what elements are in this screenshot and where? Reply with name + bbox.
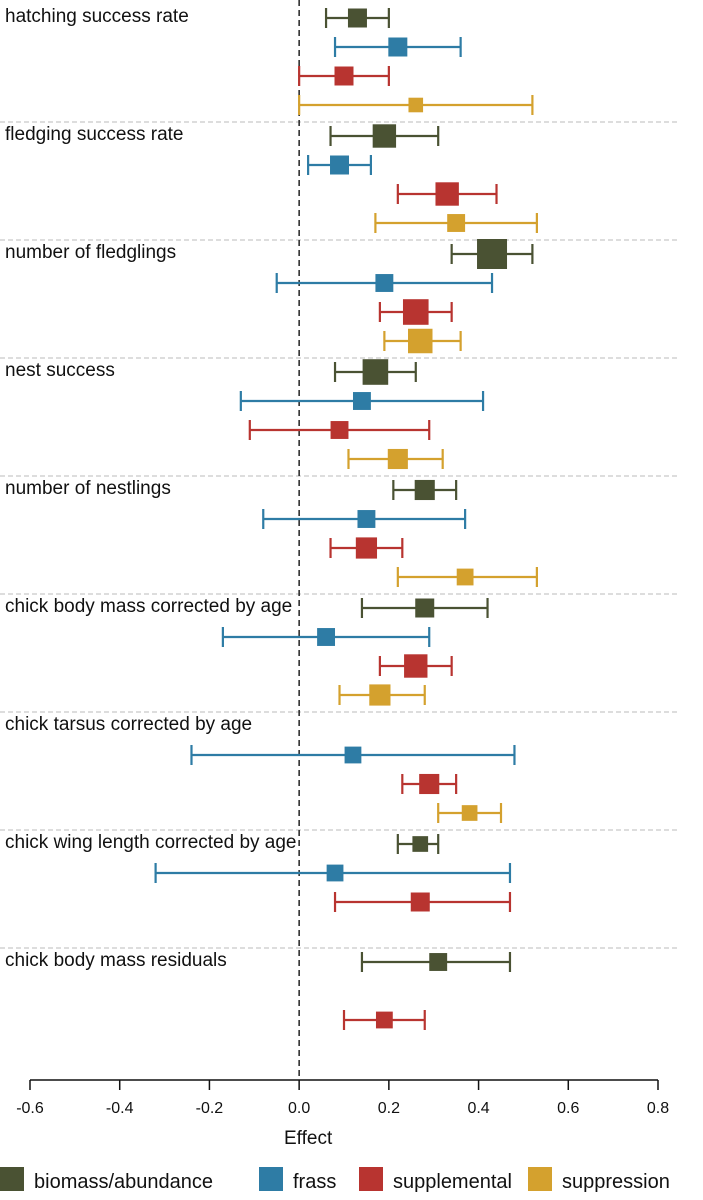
legend-swatch (359, 1167, 383, 1191)
estimate-suppression (374, 213, 538, 233)
x-tick-label: -0.2 (196, 1100, 224, 1117)
estimate-frass (307, 155, 373, 175)
point-estimate (375, 1011, 393, 1029)
group-label: chick tarsus corrected by age (5, 714, 252, 735)
estimate-supplemental (342, 1010, 426, 1030)
x-tick-label: -0.6 (16, 1100, 44, 1117)
group-label: number of nestlings (5, 478, 171, 499)
estimate-supplemental (248, 420, 431, 440)
point-estimate (344, 746, 362, 764)
estimate-supplemental (378, 299, 453, 325)
group-label: hatching success rate (5, 6, 189, 27)
legend-label: biomass/abundance (34, 1171, 213, 1193)
legend: biomass/abundance frass supplemental suppre… (0, 1167, 670, 1193)
point-estimate (326, 864, 344, 882)
x-axis-title: Effect (284, 1128, 333, 1149)
estimate-supplemental (329, 537, 404, 559)
point-estimate (357, 510, 376, 528)
estimate-biomass-abundance (360, 952, 512, 972)
estimate-suppression (347, 448, 444, 470)
estimate-frass (239, 391, 485, 411)
point-estimate (352, 392, 371, 410)
point-estimate (410, 892, 430, 912)
estimate-frass (275, 273, 494, 293)
group-label: nest success (5, 360, 115, 381)
point-estimate (387, 448, 408, 470)
estimate-biomass-abundance (450, 239, 534, 269)
point-estimate (429, 953, 448, 971)
estimate-supplemental (333, 892, 512, 912)
estimate-supplemental (298, 66, 390, 86)
point-estimate (477, 239, 508, 269)
point-estimate (419, 773, 440, 795)
point-estimate (375, 274, 394, 292)
group-separators (0, 121, 680, 949)
estimate-supplemental (401, 773, 458, 795)
estimate-suppression (383, 328, 462, 354)
legend-swatch (528, 1167, 552, 1191)
point-estimate (404, 654, 428, 678)
point-estimate (412, 836, 429, 852)
point-estimate (330, 155, 350, 175)
estimate-biomass-abundance (329, 124, 440, 148)
estimate-supplemental (378, 654, 453, 678)
point-estimate (435, 182, 459, 206)
point-estimate (317, 628, 336, 646)
x-tick-label: 0.8 (647, 1100, 669, 1117)
point-estimate (414, 479, 435, 501)
point-estimate (456, 568, 474, 586)
point-estimate (362, 359, 389, 385)
estimate-frass (190, 745, 516, 765)
group-labels: hatching success rate fledging success ra… (5, 6, 297, 971)
point-estimate (330, 421, 349, 439)
point-estimate (402, 299, 429, 325)
x-tick-label: -0.4 (106, 1100, 134, 1117)
legend-label: supplemental (393, 1171, 512, 1193)
estimate-marks (154, 8, 538, 1030)
group-label: chick body mass corrected by age (5, 596, 292, 617)
estimate-biomass-abundance (360, 598, 489, 618)
point-estimate (408, 328, 433, 354)
estimate-supplemental (396, 182, 498, 206)
legend-swatch (0, 1167, 24, 1191)
estimate-frass (262, 509, 467, 529)
point-estimate (355, 537, 378, 559)
estimate-biomass-abundance (324, 8, 390, 28)
x-tick-label: 0.2 (378, 1100, 400, 1117)
estimate-frass (333, 37, 462, 57)
group-label: fledging success rate (5, 124, 184, 145)
point-estimate (415, 598, 435, 618)
point-estimate (372, 124, 397, 148)
point-estimate (369, 684, 391, 706)
legend-label: frass (293, 1171, 336, 1193)
group-label: chick wing length corrected by age (5, 832, 297, 853)
estimate-frass (221, 627, 431, 647)
point-estimate (334, 66, 354, 86)
estimate-biomass-abundance (333, 359, 417, 385)
legend-swatch (259, 1167, 283, 1191)
point-estimate (461, 805, 478, 821)
x-tick-label: 0.4 (467, 1100, 489, 1117)
group-label: number of fledglings (5, 242, 176, 263)
group-label: chick body mass residuals (5, 950, 227, 971)
legend-label: suppression (562, 1171, 670, 1193)
point-estimate (408, 97, 424, 113)
estimate-suppression (437, 803, 503, 823)
estimate-suppression (298, 95, 534, 115)
estimate-frass (154, 863, 512, 883)
estimate-suppression (338, 684, 426, 706)
estimate-suppression (396, 567, 538, 587)
point-estimate (347, 8, 367, 28)
estimate-biomass-abundance (396, 834, 440, 854)
x-tick-label: 0.0 (288, 1100, 310, 1117)
point-estimate (447, 214, 466, 232)
x-axis: -0.6 -0.4 -0.2 0.0 0.2 0.4 0.6 0.8 (16, 1079, 669, 1117)
estimate-biomass-abundance (392, 479, 458, 501)
x-tick-label: 0.6 (557, 1100, 579, 1117)
point-estimate (388, 37, 408, 57)
